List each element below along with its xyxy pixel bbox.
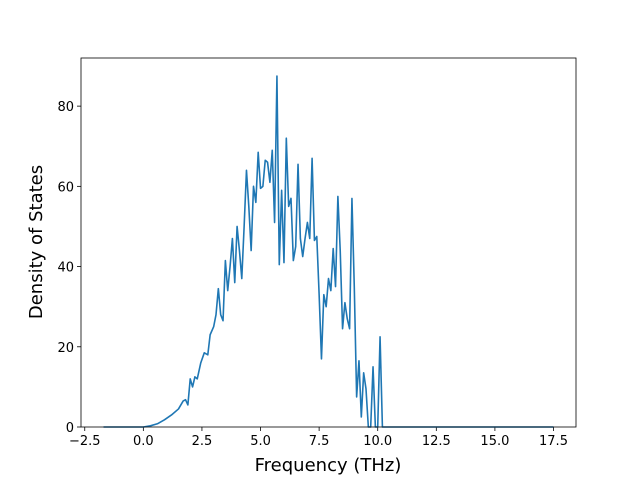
y-tick-label: 0 [66, 421, 74, 436]
x-tick-label: 2.5 [192, 434, 213, 449]
x-tick-label: 0.0 [133, 434, 154, 449]
y-tick-label: 40 [57, 261, 74, 276]
x-tick-label: 10.0 [363, 434, 392, 449]
x-tick-label: 12.5 [422, 434, 451, 449]
y-tick-label: 80 [57, 100, 74, 115]
x-tick-label: −2.5 [69, 434, 101, 449]
plot-frame [80, 57, 577, 428]
x-axis-label: Frequency (THz) [255, 455, 402, 476]
y-tick-label: 20 [57, 341, 74, 356]
x-tick-label: 17.5 [539, 434, 568, 449]
x-tick-label: 15.0 [480, 434, 509, 449]
y-axis-label: Density of States [26, 165, 47, 319]
y-tick-label: 60 [57, 180, 74, 195]
line-series [103, 75, 554, 428]
x-tick-label: 7.5 [309, 434, 330, 449]
x-tick-label: 5.0 [250, 434, 271, 449]
